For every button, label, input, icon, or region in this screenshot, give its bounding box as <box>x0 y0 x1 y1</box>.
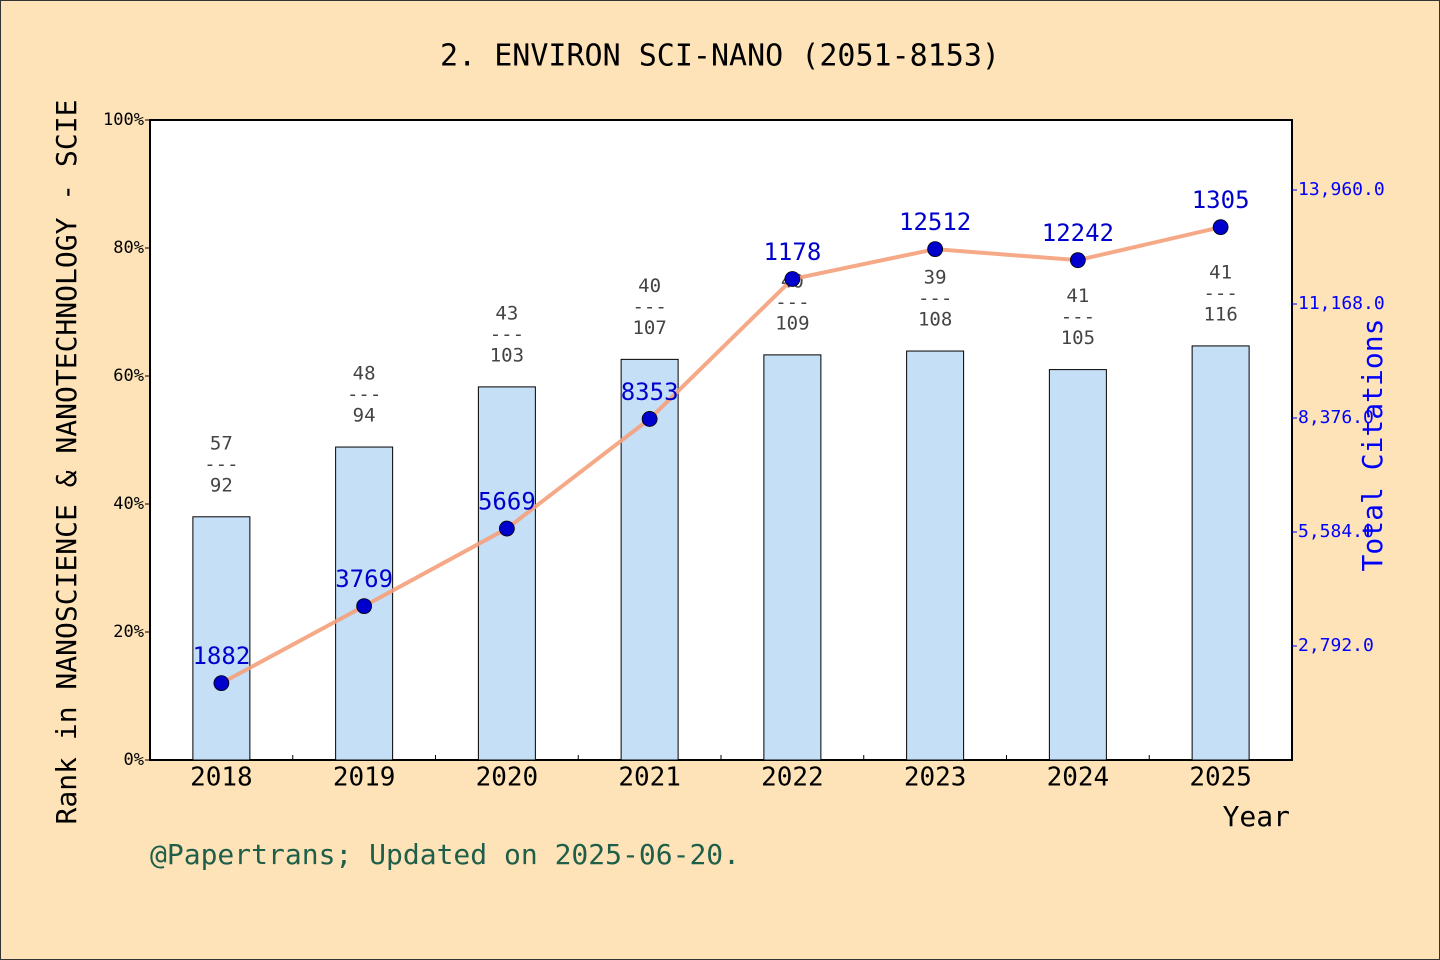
rank-label: 43 <box>495 302 518 324</box>
x-tick-label: 2023 <box>904 763 967 793</box>
total-label: 107 <box>632 317 666 339</box>
y-axis-label: Rank in NANOSCIENCE & NANOTECHNOLOGY - S… <box>50 100 83 825</box>
x-tick-label: 2020 <box>476 763 539 793</box>
rank-label: 41 <box>1066 285 1089 307</box>
bar <box>1048 369 1107 761</box>
citation-point <box>641 411 658 427</box>
y2-tick-label: 11,168.0 <box>1298 293 1385 314</box>
y-tick-label: 60% <box>113 366 144 386</box>
total-label: 116 <box>1203 303 1237 325</box>
x-tick-label: 2019 <box>333 763 396 793</box>
bar <box>620 358 679 761</box>
chart-title: 2. ENVIRON SCI-NANO (2051-8153) <box>440 39 1000 74</box>
citation-label: 1882 <box>192 642 250 670</box>
citation-point <box>213 675 230 692</box>
total-label: 94 <box>353 405 376 427</box>
citation-point <box>927 241 944 258</box>
citation-point <box>1069 252 1086 269</box>
y-tick-label: 0% <box>124 750 144 770</box>
rank-separator: --- <box>632 296 666 318</box>
citation-point <box>784 271 801 287</box>
rank-separator: --- <box>347 384 381 406</box>
x-tick-label: 2021 <box>618 763 681 793</box>
y-tick-label: 40% <box>113 494 144 514</box>
x-tick-label: 2022 <box>761 763 824 793</box>
citation-line <box>220 225 1222 685</box>
bar <box>1191 345 1250 761</box>
rank-label: 48 <box>353 363 376 385</box>
citation-label: 12512 <box>899 208 971 236</box>
rank-separator: --- <box>1061 306 1095 328</box>
y-tick-label: 80% <box>113 238 144 258</box>
citation-label: 8353 <box>621 378 679 406</box>
citation-point <box>1212 219 1229 236</box>
bar <box>192 516 251 761</box>
bar <box>477 386 536 761</box>
citation-label: 12242 <box>1042 219 1114 247</box>
rank-separator: --- <box>918 288 952 310</box>
x-tick-label: 2025 <box>1189 763 1252 793</box>
y2-tick-label: 5,584.0 <box>1298 521 1374 542</box>
x-tick-label: 2024 <box>1047 763 1110 793</box>
rank-label: 57 <box>210 432 233 454</box>
rank-label: 39 <box>924 267 947 289</box>
y-tick-label: 100% <box>103 110 144 130</box>
rank-label: 40 <box>638 275 661 297</box>
total-label: 103 <box>490 344 524 366</box>
footer: @Papertrans; Updated on 2025-06-20. <box>150 838 740 871</box>
total-label: 105 <box>1061 327 1095 349</box>
citation-label: 1178 <box>763 238 821 266</box>
rank-label: 41 <box>1209 261 1232 283</box>
y2-axis-label: Total Citations <box>1356 319 1389 572</box>
bar <box>906 350 965 761</box>
x-tick-label: 2018 <box>190 763 253 793</box>
y2-tick-label: 8,376.0 <box>1298 407 1374 428</box>
total-label: 109 <box>775 312 809 334</box>
citation-point <box>498 520 515 537</box>
total-label: 92 <box>210 474 233 496</box>
rank-separator: --- <box>204 453 238 475</box>
rank-separator: --- <box>1203 282 1237 304</box>
x-axis-label: Year <box>1223 800 1290 833</box>
citation-point <box>356 598 373 615</box>
y2-tick-label: 13,960.0 <box>1298 179 1385 200</box>
y2-tick-label: 2,792.0 <box>1298 635 1374 656</box>
citation-label: 3769 <box>335 565 393 593</box>
rank-separator: --- <box>490 323 524 345</box>
y-tick-label: 20% <box>113 622 144 642</box>
rank-separator: --- <box>775 291 809 313</box>
plot-area <box>149 119 1293 761</box>
total-label: 108 <box>918 309 952 331</box>
citation-label: 5669 <box>478 488 536 516</box>
bar <box>763 354 822 761</box>
citation-label: 1305 <box>1192 186 1250 214</box>
